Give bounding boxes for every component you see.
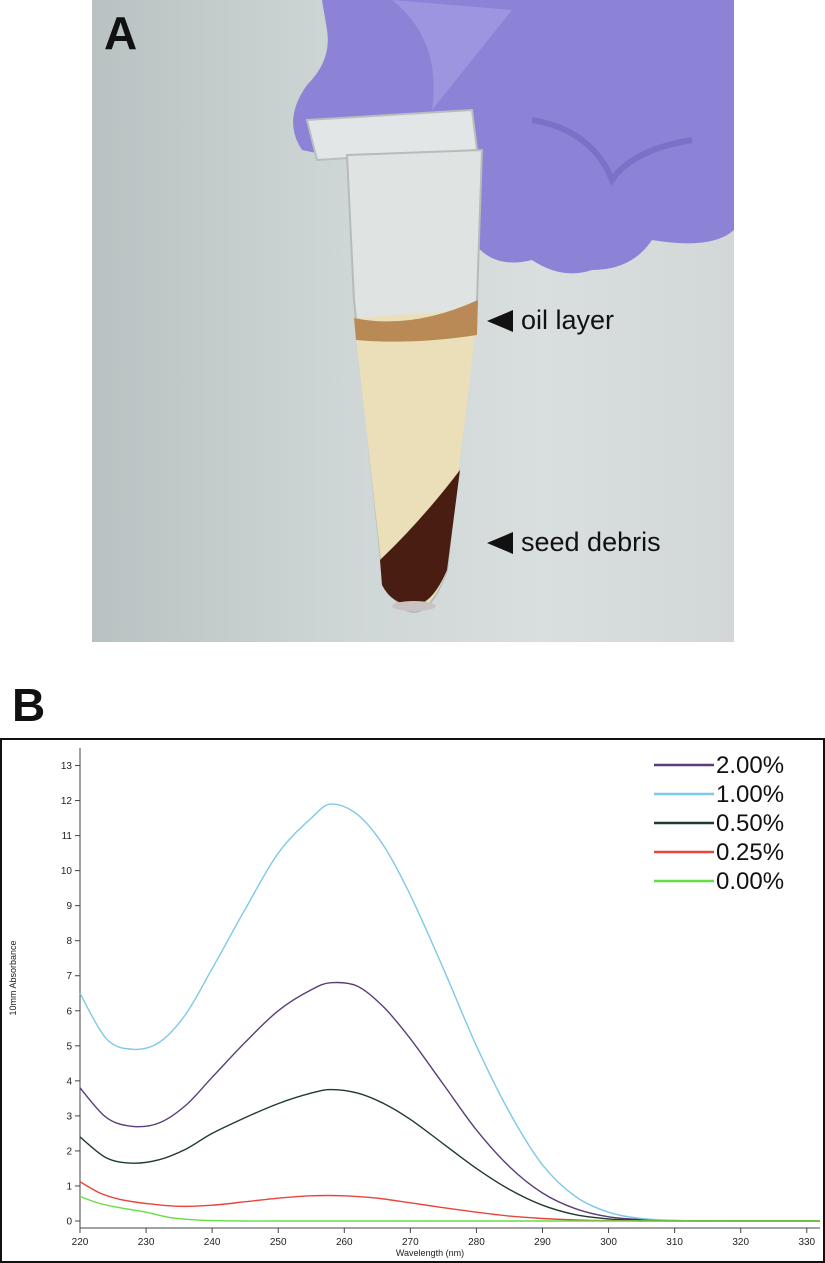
x-tick-label: 260	[336, 1237, 353, 1248]
tube-bottom	[392, 601, 436, 611]
y-tick-label: 5	[66, 1041, 72, 1052]
glove-fold	[531, 117, 693, 187]
y-tick-label: 11	[62, 831, 73, 842]
y-tick-label: 6	[66, 1006, 72, 1017]
glove-highlight	[392, 0, 512, 110]
x-tick-label: 240	[204, 1237, 221, 1248]
oil-layer-label: oil layer	[521, 305, 615, 335]
y-tick-label: 4	[66, 1076, 72, 1087]
debris	[380, 470, 460, 605]
y-tick-label: 8	[66, 936, 72, 947]
x-tick-label: 290	[534, 1237, 551, 1248]
y-tick-label: 0	[66, 1216, 72, 1227]
y-tick-label: 7	[66, 971, 72, 982]
legend-label: 0.25%	[716, 839, 784, 866]
tube-photo-drawing	[293, 0, 734, 614]
y-tick-label: 2	[66, 1146, 72, 1157]
glove-shape	[293, 0, 734, 274]
y-axis-title: 10mm Absorbance	[8, 940, 18, 1015]
x-tick-label: 330	[798, 1237, 815, 1248]
x-tick-label: 270	[402, 1237, 419, 1248]
x-tick-label: 220	[72, 1237, 89, 1248]
series-line-1	[79, 803, 820, 1222]
oil-band	[354, 300, 478, 342]
x-tick-label: 300	[600, 1237, 617, 1248]
series-line-0	[79, 981, 820, 1222]
arrow-left-icon	[487, 309, 513, 332]
legend-label: 1.00%	[716, 781, 784, 808]
x-axis-title: Wavelength (nm)	[396, 1248, 464, 1258]
x-tick-label: 250	[270, 1237, 287, 1248]
x-tick-label: 320	[732, 1237, 749, 1248]
y-tick-label: 10	[61, 866, 73, 877]
series-lines	[79, 803, 820, 1222]
panel-b-label: B	[12, 679, 46, 731]
series-line-2	[79, 1088, 820, 1222]
legend-label: 0.00%	[716, 868, 784, 895]
series-line-3	[79, 1181, 820, 1222]
x-tick-label: 230	[138, 1237, 155, 1248]
y-tick-label: 3	[66, 1111, 72, 1122]
y-tick-label: 12	[61, 796, 73, 807]
seed-debris-annotation: seed debris	[487, 527, 661, 558]
x-tick-label: 310	[666, 1237, 683, 1248]
panel-a-label: A	[104, 7, 138, 59]
tube-photo: oil layer seed debris	[92, 0, 734, 642]
legend-label: 2.00%	[716, 752, 784, 779]
legend-label: 0.50%	[716, 810, 784, 837]
seed-debris-label: seed debris	[521, 527, 661, 557]
arrow-left-icon	[487, 531, 513, 554]
y-tick-label: 9	[66, 901, 72, 912]
x-tick-label: 280	[468, 1237, 485, 1248]
y-tick-label: 1	[66, 1181, 72, 1192]
series-line-4	[79, 1195, 820, 1222]
y-tick-label: 13	[61, 761, 73, 772]
oil-layer-annotation: oil layer	[487, 305, 614, 336]
absorbance-chart: 0 1 2 3 4 5 6 7 8 9 10 11 12 13 220 230 240 250 260 270 280 2…	[0, 738, 825, 1263]
legend: 2.00%1.00%0.50%0.25%0.00%	[654, 752, 784, 895]
